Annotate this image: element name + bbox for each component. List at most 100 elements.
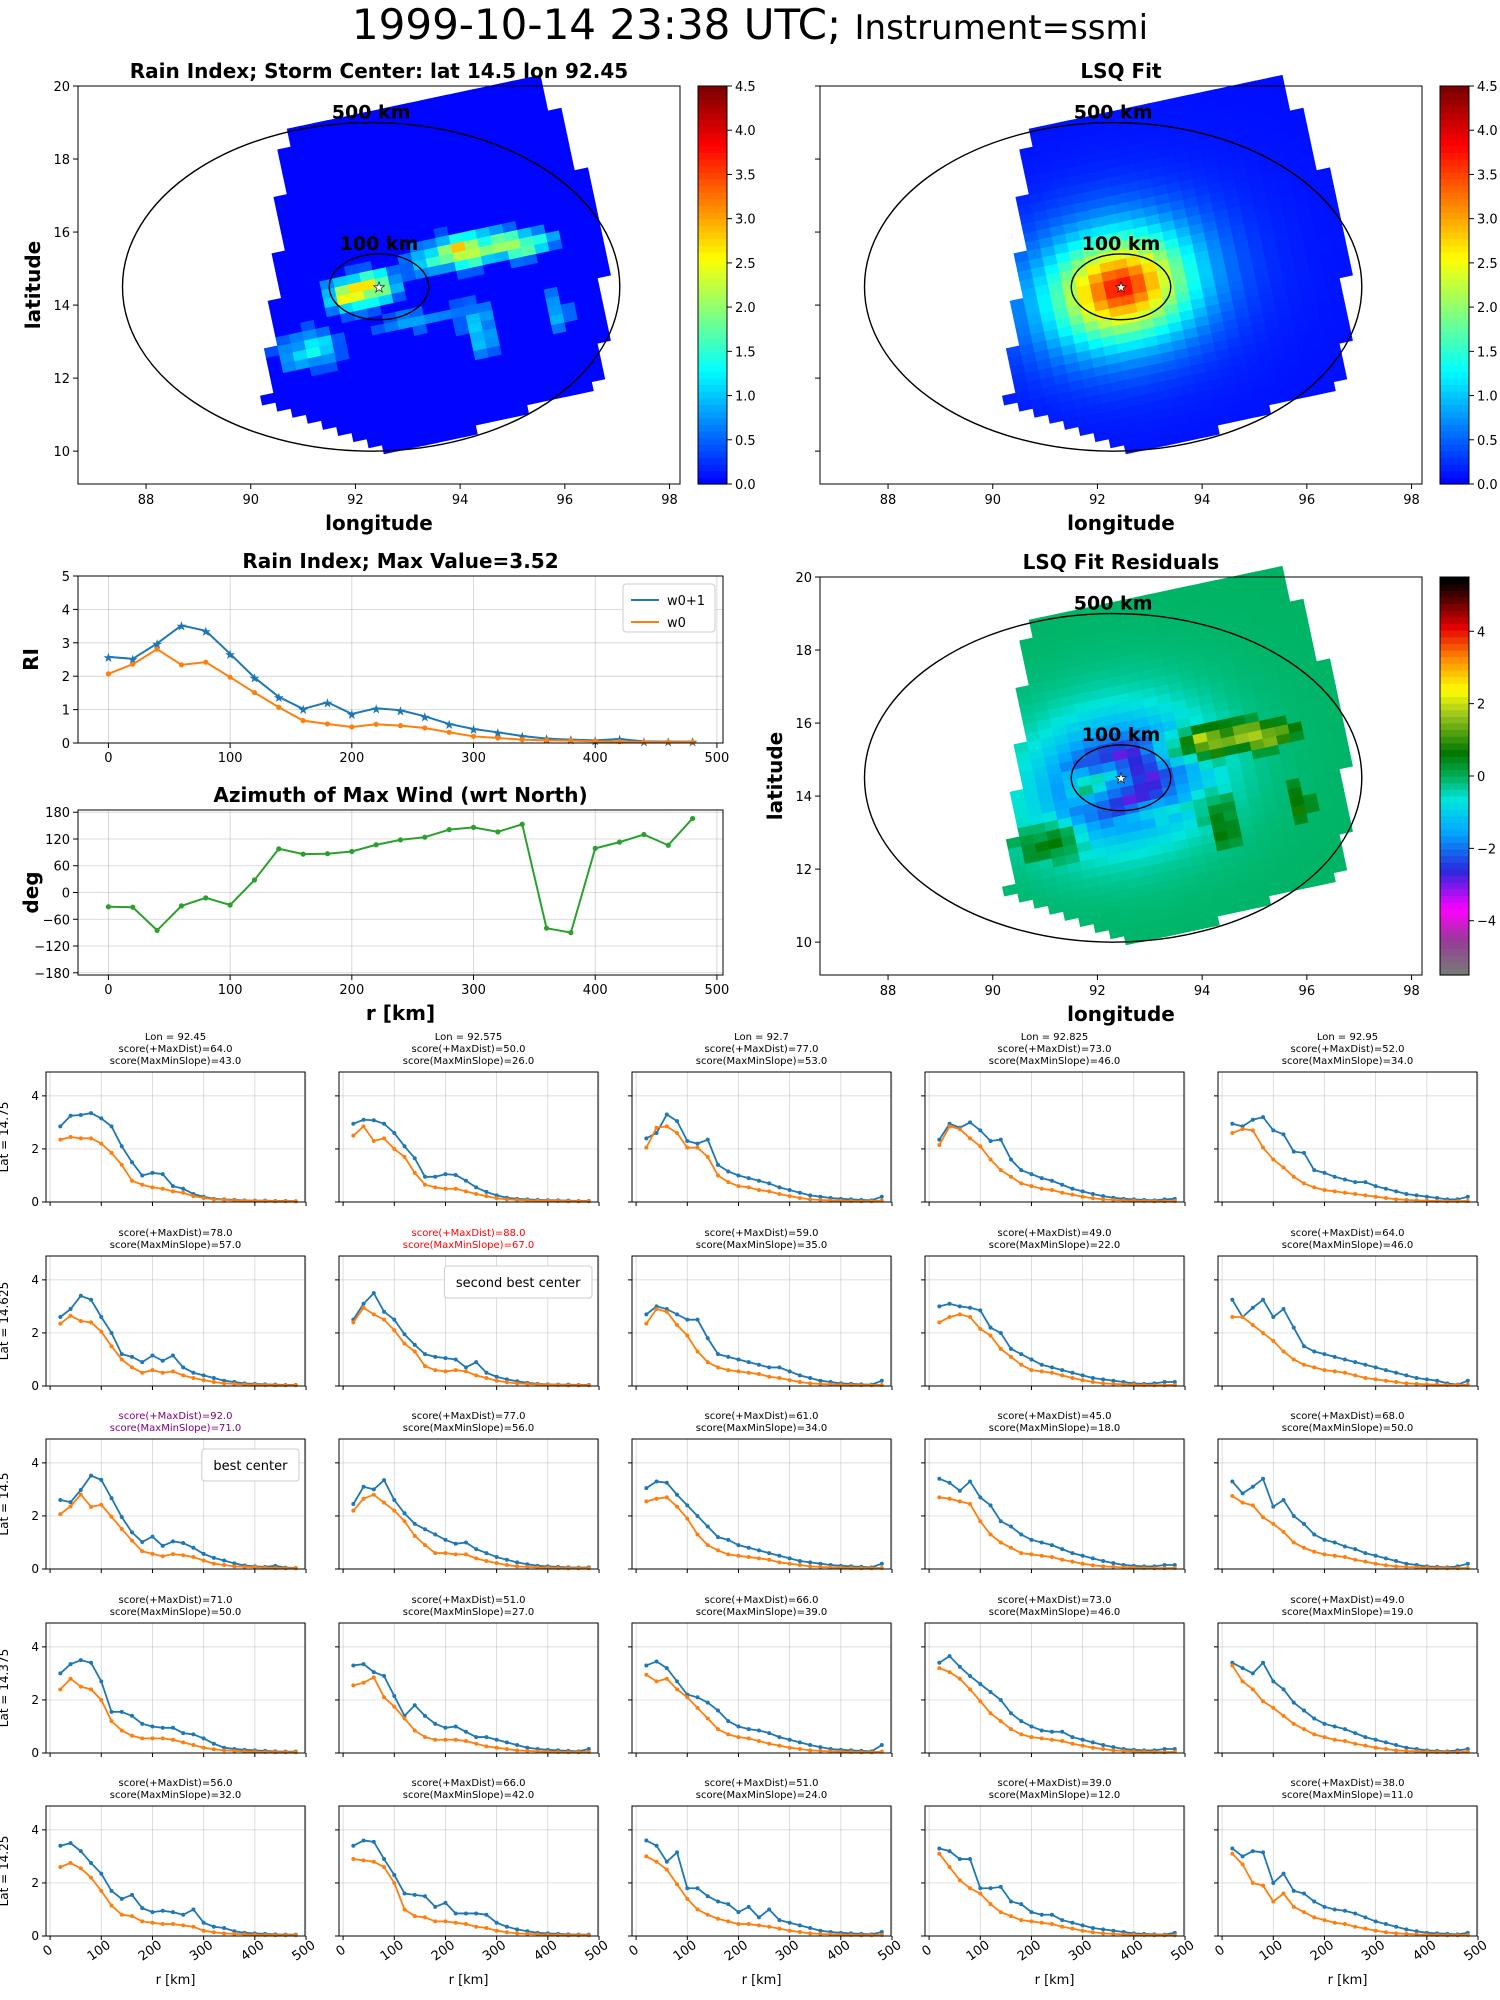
colorbar-swatch — [698, 477, 727, 485]
data-point — [1271, 1521, 1276, 1526]
data-point — [797, 1190, 802, 1195]
data-point — [78, 1293, 83, 1298]
data-point — [109, 1496, 114, 1501]
data-point — [1101, 1381, 1106, 1386]
map-cell — [1104, 647, 1121, 661]
map-cell — [1036, 652, 1053, 666]
map-cell — [1062, 286, 1080, 300]
map-cell — [1253, 264, 1270, 278]
y-tick-label: 4 — [31, 1823, 39, 1837]
map-cell — [549, 182, 566, 195]
data-point — [474, 1192, 479, 1197]
map-cell — [421, 367, 438, 381]
data-point — [1240, 1666, 1245, 1671]
map-cell — [1239, 332, 1256, 346]
map-cell — [556, 283, 573, 296]
data-point — [150, 1551, 155, 1556]
data-point — [463, 1365, 468, 1370]
map-cell — [1298, 708, 1315, 722]
colorbar-swatch — [698, 324, 727, 333]
data-point — [1060, 1557, 1065, 1562]
map-cell — [1256, 577, 1274, 591]
profile-cell-r3-c1: score(MaxMinSlope)=27.0score(+MaxDist)=5… — [335, 1595, 600, 1757]
map-cell — [1034, 708, 1051, 722]
map-cell — [516, 291, 533, 305]
data-point — [78, 1112, 83, 1117]
score-maxminslope: score(MaxMinSlope)=67.0 — [403, 1240, 534, 1251]
map-cell — [579, 324, 596, 338]
map-cell — [1102, 212, 1120, 226]
colorbar-swatch — [1440, 178, 1469, 187]
map-cell — [334, 218, 351, 232]
data-point — [777, 1735, 782, 1740]
data-point — [504, 1740, 509, 1745]
map-cell — [442, 269, 459, 283]
map-cell — [1217, 651, 1234, 665]
map-cell — [298, 244, 315, 258]
map-cell — [1163, 433, 1180, 446]
profile-cell-r4-c1: score(MaxMinSlope)=42.0score(+MaxDist)=6… — [333, 1778, 611, 1988]
map-cell — [1243, 841, 1260, 855]
data-point — [68, 1861, 73, 1866]
map-cell — [488, 92, 505, 106]
map-cell — [1313, 289, 1331, 302]
data-point — [140, 1173, 145, 1178]
map-cell — [1251, 616, 1268, 629]
data-point — [422, 725, 428, 731]
map-cell — [288, 330, 305, 344]
map-cell — [1169, 754, 1186, 768]
map-cell — [362, 286, 379, 300]
colorbar-swatch — [1440, 105, 1469, 114]
x-tick-label: 100 — [85, 1938, 114, 1965]
data-point — [695, 1886, 700, 1891]
map-cell — [1241, 832, 1258, 846]
data-point — [154, 927, 160, 934]
colorbar-swatch — [1440, 683, 1469, 691]
map-cell — [1237, 619, 1255, 632]
map-cell — [1015, 880, 1032, 894]
map-cell — [376, 153, 393, 167]
colorbar-swatch — [698, 238, 727, 246]
data-point — [879, 1194, 884, 1199]
data-point — [957, 1312, 962, 1317]
map-cell — [537, 324, 554, 338]
map-cell — [1272, 354, 1289, 367]
map-cell — [421, 433, 438, 446]
map-cell — [482, 261, 499, 275]
plot-frame — [631, 1622, 892, 1754]
data-point — [201, 1196, 206, 1201]
map-cell — [300, 122, 317, 136]
x-tick-label: 100 — [671, 1938, 700, 1965]
map-cell — [1106, 656, 1123, 669]
map-cell — [1087, 828, 1104, 841]
map-cell — [1176, 921, 1194, 934]
map-cell — [1045, 827, 1062, 841]
map-cell — [1279, 750, 1296, 763]
map-cell — [1272, 223, 1289, 237]
map-cell — [1222, 678, 1239, 691]
map-cells — [1002, 565, 1353, 946]
map-cell — [320, 221, 338, 234]
map-cell — [1110, 117, 1127, 131]
map-cell — [442, 204, 459, 218]
map-cell — [1061, 146, 1078, 160]
map-cell — [1270, 640, 1287, 653]
score-maxminslope: score(MaxMinSlope)=27.0 — [403, 1607, 534, 1618]
data-point — [777, 1743, 782, 1748]
map-cell — [408, 174, 425, 188]
colorbar-swatch — [698, 457, 727, 465]
column-lon-label: Lon = 92.7 — [734, 1032, 789, 1043]
x-tick-label: 400 — [531, 1938, 560, 1965]
map-cell — [288, 396, 305, 409]
data-point — [1060, 1729, 1065, 1734]
data-point — [201, 1745, 206, 1750]
map-cell — [305, 280, 322, 294]
map-cell — [1110, 674, 1127, 687]
map-cell — [507, 181, 524, 195]
data-point — [1373, 1365, 1378, 1370]
score-maxdist: score(+MaxDist)=45.0 — [998, 1411, 1112, 1422]
map-cell — [486, 344, 503, 358]
data-point — [665, 842, 671, 848]
data-point — [1383, 1196, 1388, 1201]
data-point — [1383, 1930, 1388, 1935]
